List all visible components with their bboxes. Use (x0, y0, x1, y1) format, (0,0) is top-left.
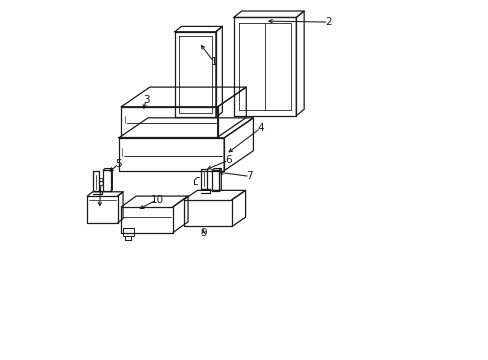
Text: 10: 10 (150, 195, 163, 204)
Text: 9: 9 (200, 228, 206, 238)
Text: 1: 1 (210, 57, 217, 67)
Text: 2: 2 (325, 17, 331, 27)
Text: 7: 7 (246, 171, 253, 181)
Text: 4: 4 (257, 123, 264, 133)
Text: 6: 6 (224, 156, 231, 165)
Text: 5: 5 (115, 159, 122, 169)
Text: 3: 3 (142, 95, 149, 105)
Text: 8: 8 (98, 178, 104, 188)
